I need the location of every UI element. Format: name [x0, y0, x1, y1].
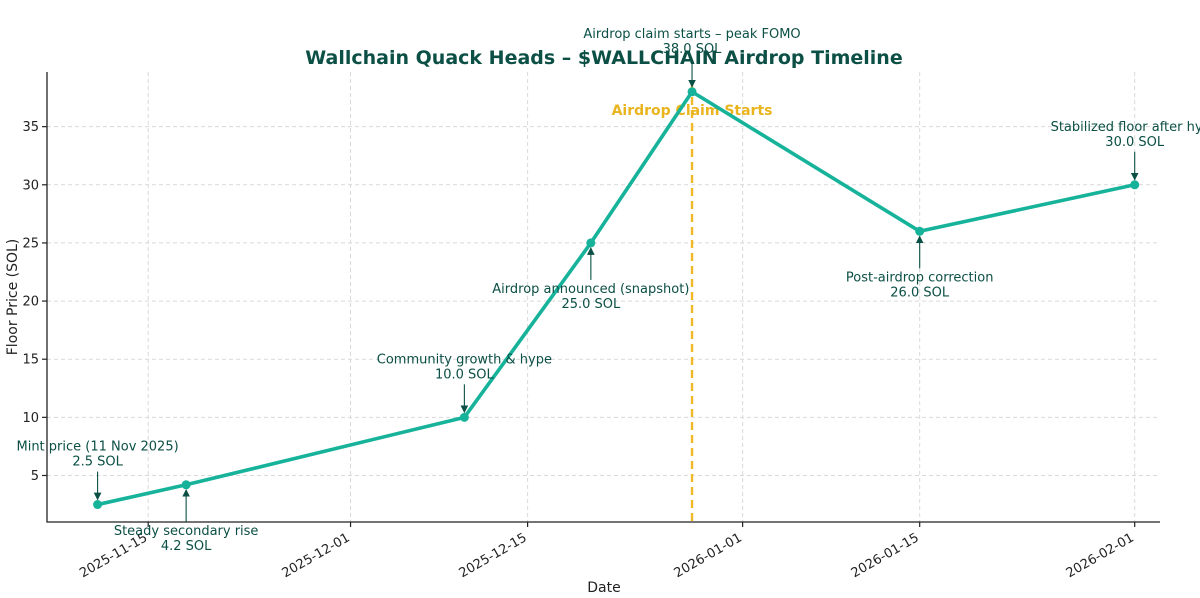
- x-axis-label: Date: [587, 580, 620, 596]
- y-tick-label: 20: [22, 295, 39, 310]
- chart-title: Wallchain Quack Heads – $WALLCHAIN Airdr…: [305, 47, 902, 69]
- y-tick-label: 25: [22, 236, 39, 251]
- floor-price-point: [459, 412, 469, 422]
- y-tick-label: 5: [31, 469, 39, 484]
- annotation-value: 38.0 SOL: [663, 42, 723, 57]
- annotation-value: 25.0 SOL: [561, 297, 621, 312]
- x-tick-label: 2026-02-01: [1064, 530, 1137, 581]
- grid-layer: [47, 72, 1160, 522]
- annotation-value: 10.0 SOL: [435, 367, 495, 382]
- annotation-label: Post-airdrop correction: [846, 270, 994, 285]
- floor-price-point: [181, 480, 191, 490]
- floor-price-point: [915, 226, 925, 236]
- annotation-label: Steady secondary rise: [114, 524, 259, 539]
- annotation-label: Community growth & hype: [377, 352, 552, 367]
- annotation-label: Airdrop announced (snapshot): [492, 282, 689, 297]
- annotation-value: 2.5 SOL: [72, 455, 123, 470]
- y-tick-label: 10: [22, 411, 39, 426]
- x-tick-label: 2025-12-15: [457, 530, 530, 581]
- x-tick-label: 2026-01-15: [849, 530, 922, 581]
- airdrop-event-label: Airdrop Claim Starts: [612, 103, 773, 119]
- annotation-label: Airdrop claim starts – peak FOMO: [583, 27, 800, 42]
- x-tick-label: 2026-01-01: [672, 530, 745, 581]
- axes-layer: Wallchain Quack Heads – $WALLCHAIN Airdr…: [5, 47, 1160, 596]
- axis-spines: [46, 72, 1160, 523]
- y-tick-label: 15: [22, 353, 39, 368]
- floor-price-point: [1130, 180, 1140, 190]
- annotation-value: 4.2 SOL: [161, 539, 212, 554]
- series-layer: [93, 87, 1140, 510]
- event-layer: Airdrop Claim Starts: [612, 84, 773, 522]
- y-tick-label: 30: [22, 178, 39, 193]
- floor-price-point: [93, 500, 103, 510]
- y-axis-label: Floor Price (SOL): [5, 239, 21, 356]
- annotation-value: 26.0 SOL: [890, 285, 950, 300]
- floor-price-point: [687, 87, 697, 97]
- annotation-layer: Mint price (11 Nov 2025)2.5 SOL Steady se…: [16, 27, 1200, 554]
- annotation-label: Stabilized floor after hype: [1051, 120, 1200, 135]
- y-tick-label: 35: [22, 120, 39, 135]
- annotation-label: Mint price (11 Nov 2025): [16, 440, 178, 455]
- floor-price-point: [586, 238, 596, 248]
- x-tick-label: 2025-12-01: [280, 530, 353, 581]
- annotation-value: 30.0 SOL: [1105, 135, 1165, 150]
